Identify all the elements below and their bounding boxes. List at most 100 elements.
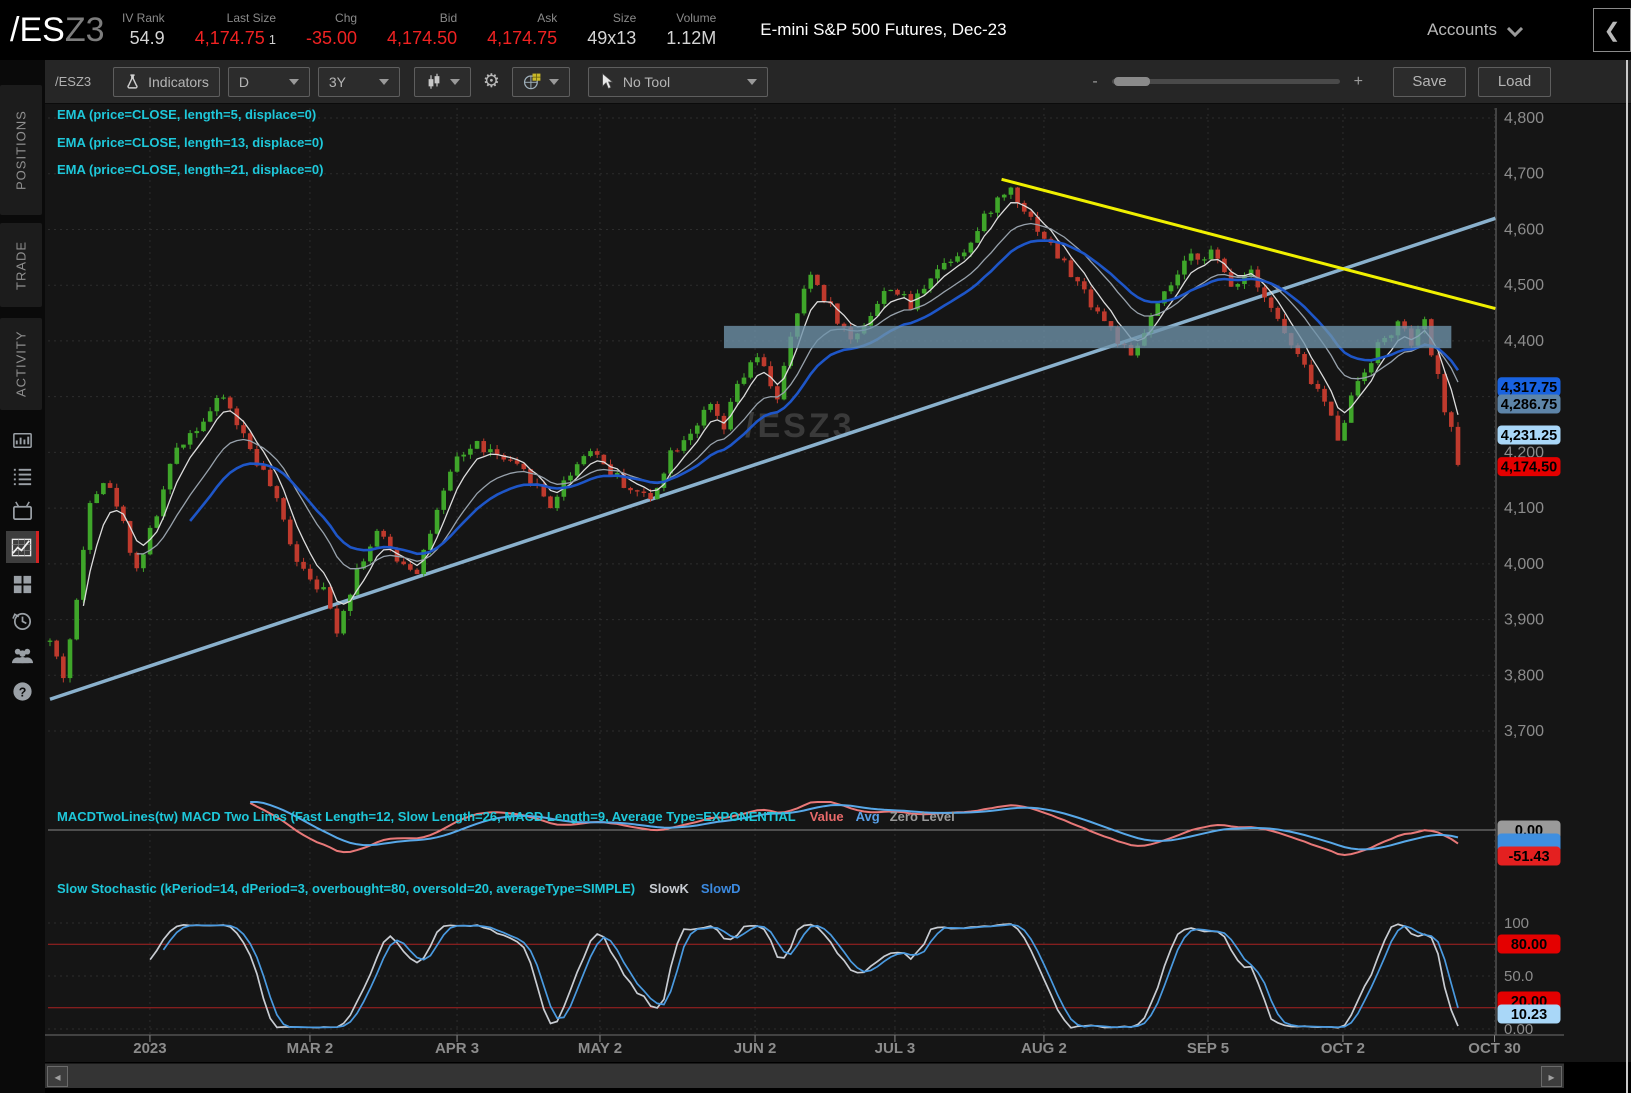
field-value: 4,174.75: [487, 28, 558, 48]
people-icon[interactable]: [6, 639, 39, 671]
svg-text:OCT 30: OCT 30: [1468, 1040, 1521, 1057]
timeframe-dropdown[interactable]: D: [227, 66, 310, 97]
cursor-icon: [602, 73, 614, 89]
chart-grid-icon[interactable]: [6, 531, 39, 563]
stoch-slowd-label: SlowD: [700, 881, 741, 896]
active-tool-dropdown[interactable]: No Tool: [587, 66, 768, 97]
field-value: -35.00: [306, 28, 358, 48]
macd-study-label[interactable]: MACDTwoLines(tw) MACD Two Lines (Fast Le…: [57, 809, 955, 824]
sidebar-tab-positions[interactable]: POSITIONS: [0, 85, 42, 215]
ema13-label[interactable]: EMA (price=CLOSE, length=13, displace=0): [57, 135, 324, 150]
symbol-root: /ES: [10, 11, 65, 49]
sidebar-tab-activity[interactable]: ACTIVITY: [0, 318, 42, 410]
svg-text:3,900: 3,900: [1504, 612, 1544, 629]
field-label: Volume: [676, 11, 717, 25]
indicators-label: Indicators: [148, 73, 209, 90]
collapse-panel-button[interactable]: ❮: [1593, 8, 1631, 52]
zoom-slider[interactable]: [1111, 77, 1340, 86]
ema5-label[interactable]: EMA (price=CLOSE, length=5, displace=0): [57, 107, 317, 122]
field-label: Last Size: [226, 11, 276, 25]
chart-area[interactable]: 2023 MAR 2 APR 3 MAY 2 JUN 2 JUL 3 AUG 2 SEP 5 O…: [45, 104, 1631, 1062]
quote-field-ask: Ask 4,174.75: [487, 11, 557, 49]
drawing-tools-dropdown[interactable]: [511, 66, 570, 97]
svg-text:4,600: 4,600: [1504, 221, 1544, 238]
help-icon[interactable]: ?: [6, 675, 39, 707]
macd-title: MACDTwoLines(tw) MACD Two Lines (Fast Le…: [57, 809, 796, 824]
chart-canvas[interactable]: 2023 MAR 2 APR 3 MAY 2 JUN 2 JUL 3 AUG 2 SEP 5 O…: [45, 104, 1631, 1058]
chevron-down-icon: [548, 78, 559, 85]
beaker-icon: [127, 74, 138, 89]
chevron-down-icon: [288, 78, 299, 85]
right-edge-divider: [1626, 60, 1628, 1093]
zoom-out-button[interactable]: -: [1092, 72, 1098, 90]
symbol-suffix: Z3: [64, 11, 105, 49]
field-value: 4,174.75 1: [194, 28, 276, 48]
svg-text:10.23: 10.23: [1511, 1007, 1547, 1023]
horizontal-scroll-row: ◂ ▸: [45, 1062, 1631, 1093]
chevron-down-icon: [1507, 27, 1523, 37]
quote-field-chg: Chg -35.00: [306, 11, 357, 49]
quote-fields: IV Rank 54.9 Last Size 4,174.75 1 Chg -35.00 Bi…: [122, 11, 746, 49]
field-label: Size: [612, 11, 637, 25]
stoch-title: Slow Stochastic (kPeriod=14, dPeriod=3, …: [57, 881, 636, 896]
quote-field-iv-rank: IV Rank 54.9: [122, 11, 165, 49]
svg-text:/ESZ3: /ESZ3: [745, 407, 854, 445]
chevron-down-icon: [449, 78, 460, 85]
active-tool-label: No Tool: [622, 73, 671, 90]
instrument-title: E-mini S&P 500 Futures, Dec-23: [760, 20, 1007, 39]
field-extra: 1: [268, 32, 276, 47]
dashboard-icon[interactable]: [6, 568, 39, 600]
accounts-dropdown[interactable]: Accounts: [1427, 20, 1523, 40]
svg-text:4,317.75: 4,317.75: [1501, 380, 1557, 396]
svg-text:?: ?: [19, 685, 27, 699]
range-value: 3Y: [328, 73, 346, 90]
svg-text:80.00: 80.00: [1511, 937, 1547, 953]
svg-text:MAY 2: MAY 2: [578, 1040, 622, 1057]
svg-text:AUG 2: AUG 2: [1021, 1040, 1067, 1057]
news-chart-icon[interactable]: [6, 424, 39, 456]
symbol-title: /ESZ3: [10, 0, 122, 60]
chart-type-dropdown[interactable]: [413, 66, 471, 97]
save-button[interactable]: Save: [1393, 66, 1466, 97]
quote-field-size: Size 49x13: [587, 11, 636, 49]
zoom-in-button[interactable]: +: [1353, 72, 1363, 90]
indicators-button[interactable]: Indicators: [113, 66, 220, 97]
ema21-label[interactable]: EMA (price=CLOSE, length=21, displace=0): [57, 162, 324, 177]
globe-grid-icon: [523, 73, 541, 90]
scroll-left-button[interactable]: ◂: [47, 1066, 68, 1087]
horizontal-scrollbar[interactable]: ◂ ▸: [45, 1063, 1564, 1088]
chevron-left-icon: ❮: [1603, 19, 1621, 42]
history-icon[interactable]: [6, 604, 39, 636]
quote-header: /ESZ3 IV Rank 54.9 Last Size 4,174.75 1 Chg -3…: [0, 0, 1631, 60]
chevron-down-icon: [378, 78, 389, 85]
load-button[interactable]: Load: [1478, 66, 1551, 97]
zoom-slider-thumb[interactable]: [1113, 77, 1150, 86]
quote-field-bid: Bid 4,174.50: [387, 11, 457, 49]
svg-text:4,500: 4,500: [1504, 277, 1544, 294]
accounts-label: Accounts: [1427, 20, 1497, 39]
chart-toolbar: /ESZ3 Indicators D 3Y ⚙ No Tool: [45, 60, 1631, 104]
list-icon[interactable]: [6, 460, 39, 492]
field-value: 4,174.50: [387, 28, 458, 48]
tv-icon[interactable]: [6, 495, 39, 527]
timeframe-value: D: [238, 73, 249, 90]
sidebar-tab-trade[interactable]: TRADE: [0, 223, 42, 307]
svg-text:4,100: 4,100: [1504, 500, 1544, 517]
settings-gear-icon[interactable]: ⚙: [482, 71, 500, 92]
field-value: 49x13: [587, 28, 637, 48]
svg-text:4,400: 4,400: [1504, 333, 1544, 350]
scroll-right-button[interactable]: ▸: [1541, 1066, 1562, 1087]
macd-value-label: Value: [809, 809, 844, 824]
left-sidebar: POSITIONS TRADE ACTIVITY?: [0, 60, 45, 1093]
svg-text:4,231.25: 4,231.25: [1501, 428, 1557, 444]
field-value: 54.9: [129, 28, 165, 48]
svg-text:100: 100: [1504, 915, 1529, 932]
stochastic-study-label[interactable]: Slow Stochastic (kPeriod=14, dPeriod=3, …: [57, 881, 741, 896]
range-dropdown[interactable]: 3Y: [317, 66, 400, 97]
svg-text:APR 3: APR 3: [435, 1040, 479, 1057]
macd-zero-label: Zero Level: [889, 809, 955, 824]
chart-panel: /ESZ3 Indicators D 3Y ⚙ No Tool: [45, 60, 1631, 1093]
svg-text:MAR 2: MAR 2: [287, 1040, 334, 1057]
chevron-down-icon: [746, 78, 757, 85]
